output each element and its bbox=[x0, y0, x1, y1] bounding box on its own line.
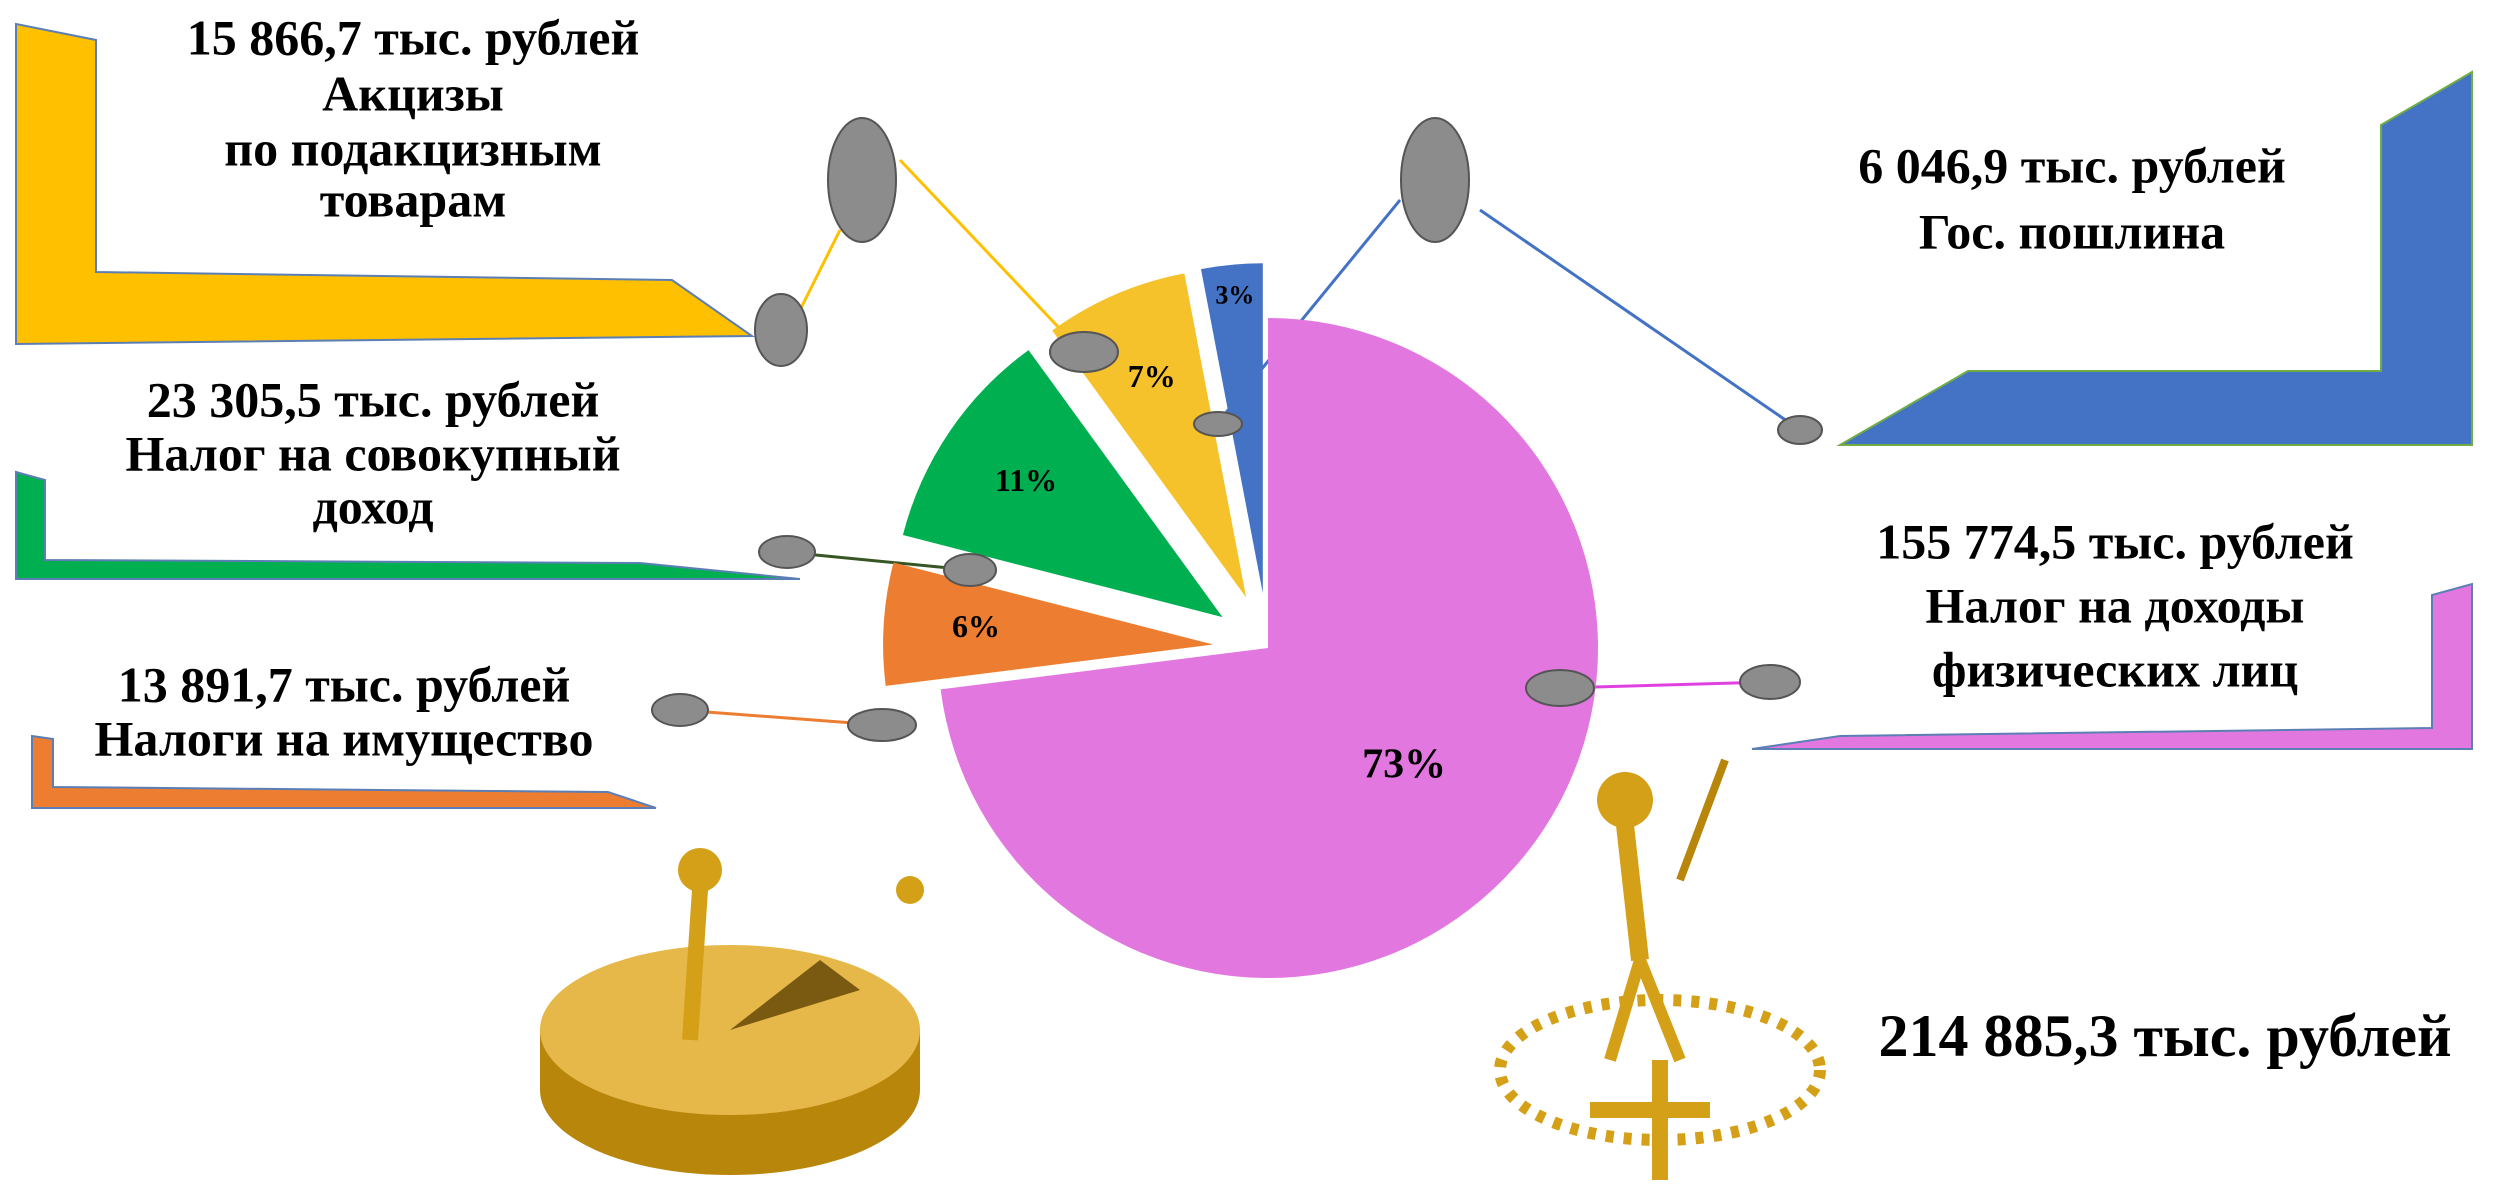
category-label: товарам bbox=[320, 171, 507, 227]
knobs bbox=[651, 117, 1823, 742]
knob bbox=[651, 693, 709, 727]
amount-label: 6 046,9 тыс. рублей bbox=[1858, 137, 2286, 193]
connector bbox=[898, 158, 1082, 352]
knob bbox=[847, 708, 917, 742]
value-label: 73% bbox=[1362, 742, 1446, 788]
category-label: доход bbox=[313, 478, 434, 534]
labels: 155 774,5 тыс. рублей Налог на доходы физи… bbox=[95, 9, 2354, 766]
pie-slice bbox=[940, 318, 1598, 979]
value-label: 6% bbox=[952, 608, 1000, 644]
knob bbox=[1049, 331, 1119, 373]
knob bbox=[754, 293, 808, 367]
banner bbox=[1836, 70, 2473, 446]
connector bbox=[784, 550, 971, 572]
gold-pie-illustration bbox=[540, 848, 924, 1175]
amount-label: 13 891,7 тыс. рублей bbox=[118, 656, 571, 712]
banner bbox=[15, 22, 756, 346]
pie-slice bbox=[883, 562, 1214, 686]
connector bbox=[1479, 208, 1801, 432]
connector bbox=[798, 229, 842, 311]
pie: 73% 6% 11% 7% 3% bbox=[883, 263, 1598, 979]
category-label: Налог на совокупный bbox=[125, 425, 620, 481]
knob bbox=[827, 117, 897, 243]
amount-label: 15 866,7 тыс. рублей bbox=[187, 9, 640, 65]
banner bbox=[31, 734, 657, 809]
knob bbox=[943, 553, 997, 587]
category-label: Акцизы bbox=[322, 65, 504, 121]
category-label: Налог на доходы bbox=[1926, 577, 2305, 633]
amount-label: 23 305,5 тыс. рублей bbox=[147, 371, 600, 427]
category-label: по подакцизным bbox=[224, 120, 601, 176]
value-label: 7% bbox=[1128, 358, 1176, 394]
pie-slice bbox=[902, 350, 1223, 618]
gold-figure-illustration bbox=[1494, 758, 1826, 1180]
connector bbox=[679, 708, 881, 727]
knob bbox=[1739, 664, 1801, 700]
category-label: физических лиц bbox=[1932, 641, 2298, 697]
category-label: Гос. пошлина bbox=[1919, 203, 2225, 259]
amount-label: 155 774,5 тыс. рублей bbox=[1876, 513, 2354, 569]
knob bbox=[1193, 411, 1243, 437]
knob bbox=[1400, 117, 1470, 243]
knob bbox=[1525, 669, 1595, 707]
value-label: 11% bbox=[995, 462, 1057, 498]
knob bbox=[758, 535, 816, 569]
banner bbox=[15, 470, 801, 580]
knob bbox=[1777, 415, 1823, 445]
total-label: 214 885,3 тыс. рублей bbox=[1878, 1003, 2451, 1069]
banner bbox=[1751, 582, 2473, 750]
value-label: 3% bbox=[1215, 281, 1254, 310]
category-label: Налоги на имущество bbox=[95, 710, 594, 766]
